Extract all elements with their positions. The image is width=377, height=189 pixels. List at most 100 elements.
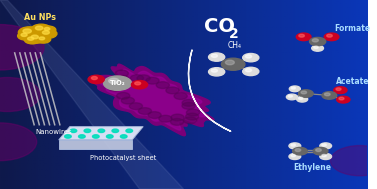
- Text: CO: CO: [204, 17, 235, 36]
- Circle shape: [288, 95, 293, 97]
- Polygon shape: [59, 140, 132, 149]
- Circle shape: [291, 154, 296, 157]
- Circle shape: [312, 45, 323, 51]
- Circle shape: [327, 34, 332, 37]
- Circle shape: [314, 46, 318, 48]
- Circle shape: [301, 91, 307, 94]
- Circle shape: [27, 33, 46, 43]
- Circle shape: [106, 135, 113, 138]
- Circle shape: [336, 88, 341, 90]
- Circle shape: [225, 60, 234, 65]
- Circle shape: [70, 129, 77, 132]
- Circle shape: [132, 81, 148, 89]
- Circle shape: [322, 92, 337, 99]
- Circle shape: [31, 35, 38, 39]
- Circle shape: [221, 58, 245, 70]
- Text: Au NPs: Au NPs: [24, 13, 56, 22]
- Circle shape: [245, 69, 251, 72]
- Circle shape: [78, 135, 85, 138]
- Circle shape: [28, 37, 34, 40]
- Circle shape: [84, 129, 91, 132]
- Polygon shape: [90, 64, 214, 136]
- Circle shape: [120, 135, 127, 138]
- Circle shape: [116, 92, 130, 99]
- Circle shape: [108, 84, 121, 91]
- Circle shape: [243, 67, 259, 76]
- Circle shape: [208, 53, 225, 61]
- Circle shape: [36, 36, 51, 43]
- Circle shape: [324, 33, 339, 41]
- Text: Nanowires: Nanowires: [35, 129, 72, 136]
- Circle shape: [243, 53, 259, 62]
- Circle shape: [112, 129, 119, 132]
- Circle shape: [299, 97, 303, 99]
- Circle shape: [129, 103, 143, 110]
- Circle shape: [44, 27, 50, 30]
- Text: Photocatalyst sheet: Photocatalyst sheet: [90, 155, 156, 161]
- Circle shape: [322, 154, 326, 157]
- Circle shape: [138, 108, 152, 115]
- Circle shape: [64, 135, 71, 138]
- Circle shape: [325, 93, 330, 96]
- Text: Formate: Formate: [334, 24, 370, 33]
- Text: TiO₂: TiO₂: [110, 80, 125, 86]
- Circle shape: [92, 77, 97, 80]
- Circle shape: [310, 37, 326, 46]
- Circle shape: [211, 54, 218, 57]
- Circle shape: [18, 27, 40, 38]
- Circle shape: [312, 39, 319, 42]
- Circle shape: [184, 117, 197, 124]
- Circle shape: [39, 37, 44, 40]
- Circle shape: [21, 33, 27, 36]
- Circle shape: [115, 70, 129, 77]
- Circle shape: [121, 97, 135, 104]
- Circle shape: [245, 55, 251, 58]
- Circle shape: [293, 147, 307, 155]
- Text: 2: 2: [229, 27, 239, 41]
- Circle shape: [186, 109, 199, 116]
- Text: Ethylene: Ethylene: [293, 163, 331, 172]
- Circle shape: [166, 87, 179, 94]
- Circle shape: [185, 113, 199, 120]
- Polygon shape: [100, 69, 205, 130]
- Circle shape: [92, 135, 99, 138]
- Circle shape: [170, 119, 184, 125]
- Circle shape: [297, 96, 308, 102]
- Circle shape: [104, 76, 132, 90]
- Circle shape: [289, 153, 301, 160]
- Circle shape: [111, 77, 124, 84]
- Circle shape: [135, 82, 141, 85]
- Circle shape: [148, 112, 161, 119]
- Polygon shape: [59, 127, 143, 140]
- Text: Acetate: Acetate: [336, 77, 369, 86]
- Circle shape: [31, 24, 51, 34]
- Circle shape: [88, 75, 104, 84]
- Circle shape: [291, 144, 296, 146]
- Circle shape: [337, 96, 350, 103]
- Circle shape: [35, 26, 43, 30]
- Circle shape: [38, 29, 57, 38]
- Circle shape: [289, 86, 300, 92]
- Circle shape: [291, 87, 296, 89]
- Circle shape: [331, 146, 377, 176]
- Circle shape: [322, 144, 326, 146]
- Circle shape: [0, 123, 37, 161]
- Circle shape: [0, 25, 44, 70]
- Circle shape: [296, 33, 311, 41]
- Circle shape: [159, 115, 172, 122]
- Circle shape: [110, 81, 123, 88]
- Text: CH₄: CH₄: [228, 41, 242, 50]
- Circle shape: [146, 77, 159, 84]
- Circle shape: [116, 75, 129, 82]
- Circle shape: [23, 29, 31, 33]
- Circle shape: [174, 93, 187, 99]
- Circle shape: [0, 77, 40, 112]
- Circle shape: [98, 129, 105, 132]
- Circle shape: [208, 68, 225, 76]
- Polygon shape: [109, 74, 196, 125]
- Circle shape: [41, 26, 56, 34]
- Circle shape: [24, 36, 40, 44]
- Circle shape: [320, 153, 331, 160]
- Circle shape: [137, 75, 150, 82]
- Polygon shape: [0, 0, 184, 189]
